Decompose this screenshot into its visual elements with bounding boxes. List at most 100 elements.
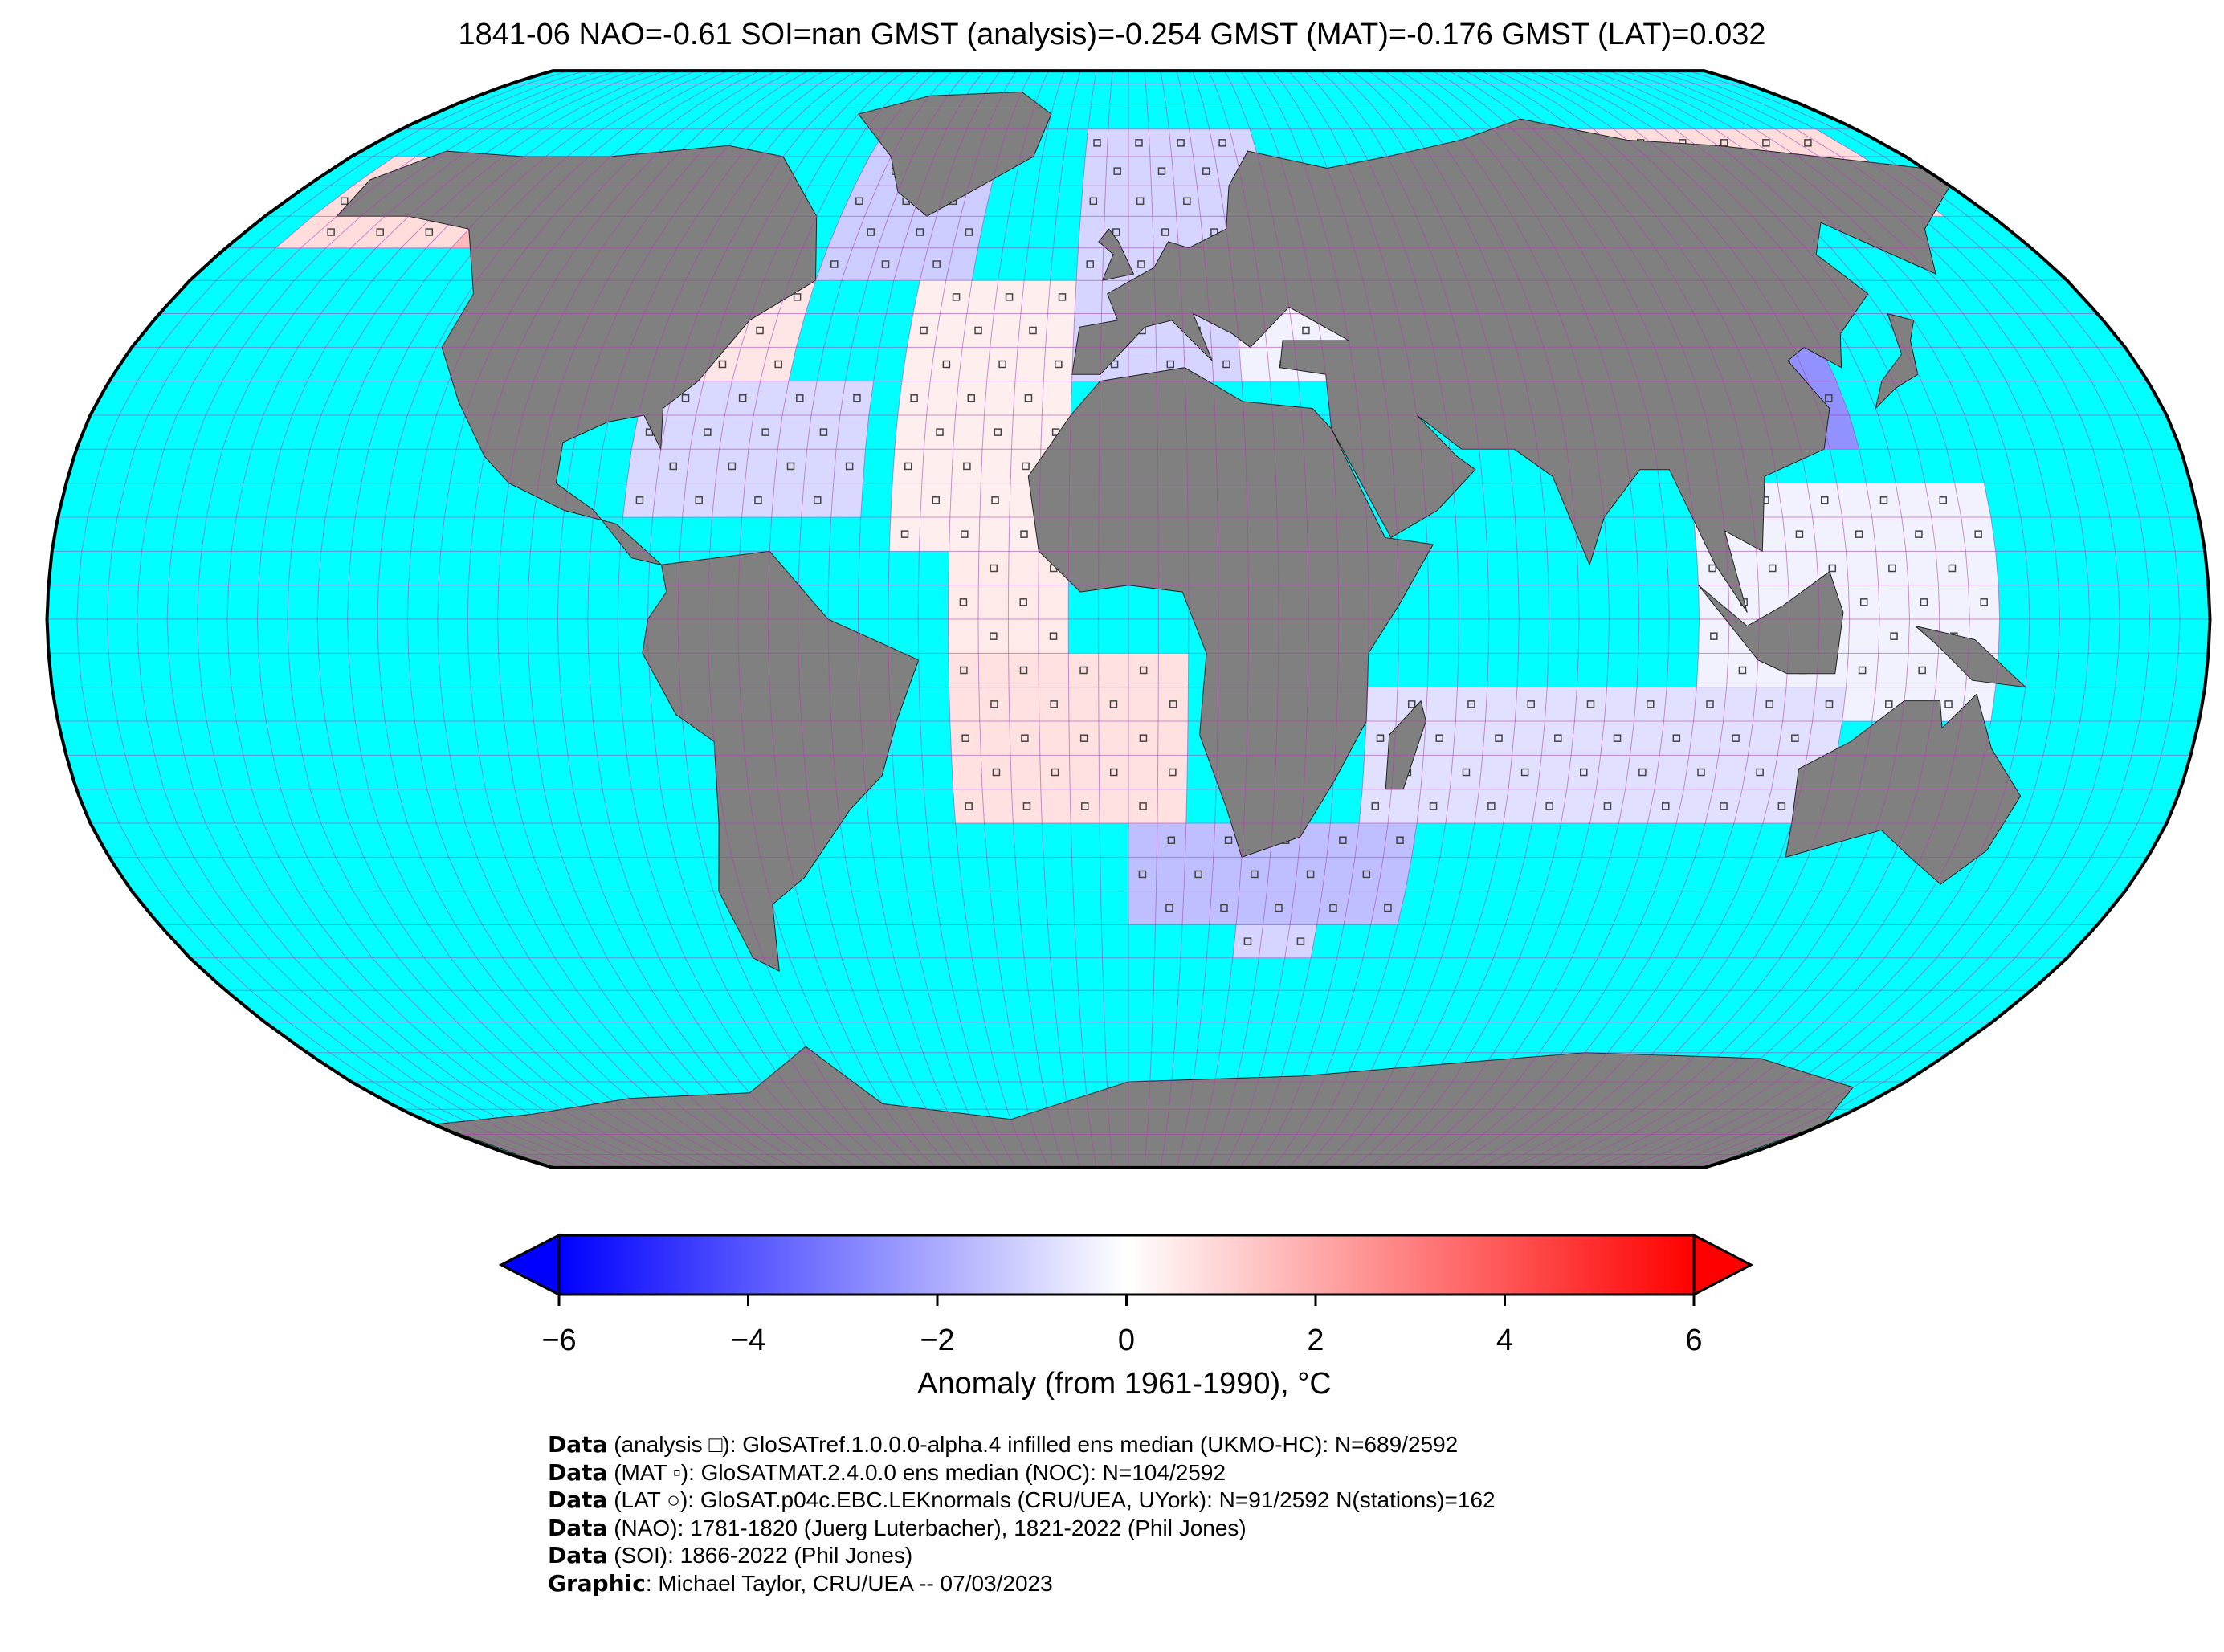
anomaly-cell — [1842, 687, 1876, 721]
anomaly-cell — [1010, 755, 1041, 789]
anomaly-cell — [1068, 687, 1099, 721]
analysis-marker — [1554, 734, 1562, 742]
anomaly-cell — [1099, 721, 1128, 756]
anomaly-cell — [1848, 619, 1879, 654]
anomaly-cell — [719, 415, 754, 450]
anomaly-cell — [1795, 128, 1863, 157]
colorbar-extend-low — [498, 1233, 561, 1297]
analysis-marker — [936, 428, 944, 436]
anomaly-cell — [1355, 823, 1389, 858]
anomaly-cell — [1232, 924, 1263, 958]
analysis-marker — [1137, 260, 1145, 268]
anomaly-cell — [1871, 517, 1906, 552]
analysis-marker — [1109, 768, 1118, 777]
analysis-marker — [1710, 632, 1718, 640]
anomaly-cell — [1377, 857, 1412, 891]
analysis-marker — [916, 228, 924, 236]
anomaly-cell — [1085, 128, 1108, 157]
anomaly-cell — [1294, 857, 1327, 891]
analysis-marker — [756, 326, 764, 335]
anomaly-cell — [1782, 687, 1817, 721]
anomaly-cell — [926, 381, 959, 415]
analysis-marker — [1058, 293, 1067, 301]
anomaly-cell — [1532, 789, 1567, 823]
anomaly-cell — [1931, 517, 1966, 552]
analysis-marker — [1086, 260, 1094, 268]
analysis-marker — [1169, 700, 1177, 708]
anomaly-cell — [1655, 755, 1689, 789]
analysis-marker — [1527, 700, 1535, 708]
colorbar-tick-label: −6 — [541, 1324, 577, 1357]
anomaly-cell — [1013, 381, 1044, 415]
anomaly-cell — [1349, 857, 1384, 891]
analysis-marker — [1586, 700, 1595, 708]
anomaly-cell — [325, 216, 386, 248]
anomaly-cell — [1045, 313, 1075, 348]
anomaly-cell — [1069, 755, 1100, 789]
anomaly-cell — [1571, 721, 1605, 756]
anomaly-cell — [1420, 755, 1454, 789]
anomaly-cell — [934, 313, 967, 348]
colorbar-label: Anomaly (from 1961-1990), °C — [917, 1367, 1332, 1401]
anomaly-cell — [1038, 585, 1069, 619]
anomaly-cell — [1128, 755, 1158, 789]
anomaly-cell — [1647, 789, 1684, 823]
credit-line: Graphic: Michael Taylor, CRU/UEA -- 07/0… — [548, 1569, 1053, 1597]
anomaly-cell — [712, 483, 745, 517]
anomaly-cell — [1128, 789, 1158, 823]
analysis-marker — [881, 260, 890, 268]
analysis-marker — [1858, 666, 1867, 675]
anomaly-cell — [1541, 721, 1575, 756]
anomaly-cell — [928, 216, 961, 248]
analysis-marker — [1462, 768, 1471, 777]
analysis-marker — [327, 228, 335, 236]
analysis-marker — [855, 197, 863, 206]
analysis-marker — [738, 394, 747, 402]
anomaly-cell — [907, 313, 941, 348]
anomaly-cell — [948, 619, 979, 654]
anomaly-cell — [1786, 551, 1818, 585]
anomaly-cell — [774, 449, 807, 483]
anomaly-cell — [753, 381, 789, 415]
anomaly-cell — [1107, 128, 1128, 157]
anomaly-cell — [982, 415, 1014, 450]
analysis-marker — [998, 360, 1006, 369]
anomaly-cell — [1604, 687, 1637, 721]
anomaly-cell — [953, 415, 985, 450]
analysis-marker — [1109, 700, 1118, 708]
anomaly-cell — [841, 247, 878, 281]
analysis-marker — [1429, 802, 1438, 810]
anomaly-cell — [962, 313, 994, 348]
analysis-marker — [1918, 666, 1926, 675]
anomaly-cell — [1359, 789, 1392, 823]
anomaly-cell — [1182, 891, 1212, 925]
analysis-marker — [1024, 394, 1033, 402]
credit-line: Data (MAT ▫): GloSATMAT.2.4.0.0 ens medi… — [548, 1458, 1226, 1486]
analysis-marker — [1306, 870, 1315, 879]
anomaly-cell — [1537, 755, 1571, 789]
analysis-marker — [1222, 360, 1230, 369]
anomaly-cell — [978, 653, 1010, 687]
world-map — [45, 69, 2212, 1169]
anomaly-cell — [376, 216, 433, 248]
analysis-marker — [1495, 734, 1503, 742]
analysis-marker — [1948, 564, 1957, 573]
anomaly-cell — [979, 483, 1011, 517]
anomaly-cell — [1290, 891, 1323, 925]
anomaly-cell — [1171, 157, 1198, 186]
anomaly-cell — [1011, 789, 1043, 823]
anomaly-cell — [1183, 857, 1214, 891]
anomaly-cell — [1169, 128, 1194, 157]
anomaly-cell — [1450, 755, 1483, 789]
anomaly-cell — [948, 551, 979, 585]
anomaly-cell — [1630, 721, 1664, 756]
land-masses — [336, 91, 2027, 1168]
anomaly-cell — [978, 551, 1010, 585]
analysis-marker — [813, 496, 822, 504]
analysis-marker — [1647, 700, 1655, 708]
anomaly-cell — [1193, 157, 1220, 186]
anomaly-cell — [1128, 347, 1157, 381]
analysis-marker — [1302, 326, 1310, 335]
anomaly-cell — [1878, 585, 1910, 619]
analysis-marker — [819, 428, 828, 436]
